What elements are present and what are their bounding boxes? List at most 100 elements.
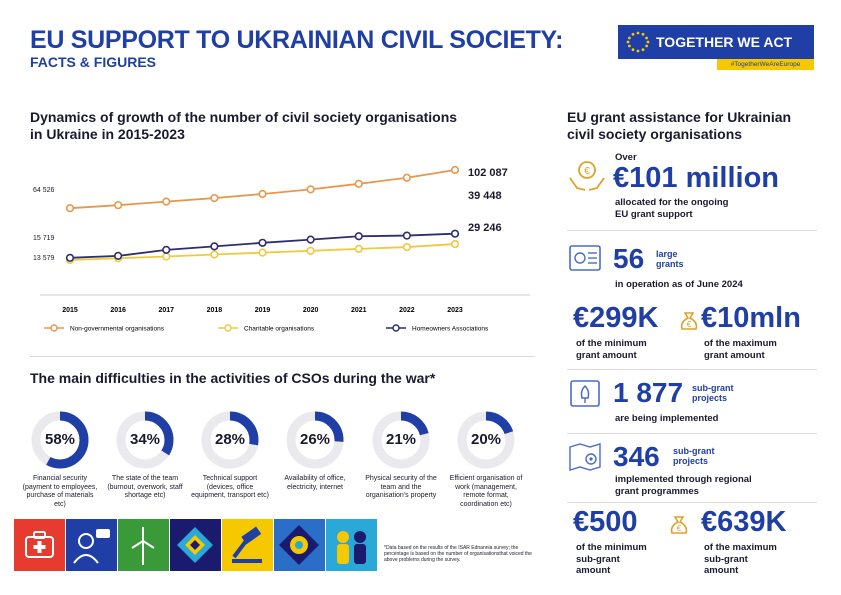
- first-aid-tile: [14, 519, 65, 571]
- data-point: [162, 252, 171, 261]
- max-grant-note-line2: grant amount: [704, 349, 765, 361]
- eu-stars-icon: [626, 31, 650, 53]
- growth-heading: Dynamics of growth of the number of civi…: [30, 109, 457, 143]
- total-amount: €101 million: [613, 162, 780, 194]
- page-subtitle: FACTS & FIGURES: [30, 54, 157, 70]
- min-grant-note-line2: grant amount: [576, 349, 637, 361]
- max-subgrant-note-line2: sub-grant: [704, 553, 748, 565]
- flower-ornament-icon: [279, 525, 319, 565]
- difficulty-percent: 26%: [299, 431, 331, 448]
- data-point: [210, 250, 219, 259]
- donut-chart: [201, 411, 259, 469]
- svg-text:€: €: [687, 320, 692, 329]
- large-grants-unit: large grants: [656, 249, 684, 269]
- max-subgrant-amount: €639K: [701, 506, 787, 538]
- difficulty-percent: 58%: [44, 431, 76, 448]
- ornament-tile: [170, 519, 221, 571]
- growth-heading-line1: Dynamics of growth of the number of civi…: [30, 109, 458, 125]
- growth-heading-line2: in Ukraine in 2015-2023: [30, 126, 185, 142]
- difficulty-donut: 58%: [31, 411, 89, 469]
- survey-footnote: *Data based on the results of the ISAR E…: [384, 545, 532, 563]
- difficulty-donut: 26%: [286, 411, 344, 469]
- svg-text:€: €: [677, 524, 682, 533]
- min-grant-note-line1: of the minimum: [576, 338, 647, 349]
- total-note-line2: EU grant support: [615, 208, 693, 220]
- subgrant-count: 1 877: [613, 377, 684, 408]
- min-subgrant-note-line1: of the minimum: [576, 542, 647, 553]
- data-point: [306, 185, 315, 194]
- regional-note-line1: implemented through regional: [615, 474, 752, 485]
- grants-heading: EU grant assistance for Ukrainian civil …: [567, 109, 791, 143]
- min-grant-note: of the minimum grant amount: [576, 338, 647, 361]
- ngo-end-label: 102 087: [468, 167, 508, 179]
- x-tick-label: 2023: [447, 307, 463, 314]
- min-grant-amount: €299K: [573, 302, 659, 334]
- legend-item: Charitable organisations: [218, 324, 315, 333]
- wind-turbine-tile: [118, 519, 169, 571]
- donut-arc: [286, 411, 344, 469]
- svg-text:€: €: [584, 166, 590, 177]
- together-we-act-badge: TOGETHER WE ACT: [618, 25, 814, 59]
- hashtag: #TogetherWeAreEurope: [717, 59, 814, 70]
- large-grants-unit-line2: grants: [656, 259, 684, 269]
- charitable-start-label: 13 579: [33, 255, 55, 262]
- gavel-icon: [232, 526, 262, 563]
- map-gear-icon: [569, 443, 601, 471]
- document-icon: [569, 245, 601, 271]
- grants-heading-line2: civil society organisations: [567, 126, 743, 142]
- data-point: [354, 232, 363, 241]
- min-subgrant-amount: €500: [573, 506, 638, 538]
- money-bag-icon: €: [680, 312, 698, 330]
- difficulty-percent: 28%: [214, 431, 246, 448]
- max-grant-amount: €10mln: [701, 302, 801, 334]
- coin-hands-icon: €: [569, 161, 605, 191]
- difficulties-heading: The main difficulties in the activities …: [30, 370, 436, 386]
- data-point: [402, 242, 411, 252]
- difficulty-label: Technical support (devices, office equip…: [191, 475, 269, 499]
- wind-turbine-icon: [131, 527, 155, 565]
- donut-arc: [372, 411, 430, 469]
- x-tick-label: 2016: [110, 307, 126, 314]
- donut-arc: [116, 411, 174, 469]
- grants-divider-3: [567, 433, 817, 434]
- large-grants-count: 56: [613, 243, 645, 274]
- x-tick-label: 2017: [158, 307, 174, 314]
- person-speaking-icon: [73, 529, 110, 564]
- data-point: [450, 229, 460, 238]
- donut-arc: [457, 411, 515, 469]
- page-title: EU SUPPORT TO UKRAINIAN CIVIL SOCIETY:: [30, 26, 564, 54]
- donut-arc: [201, 411, 259, 469]
- difficulty-label: Efficient organisation of work (manageme…: [449, 475, 523, 508]
- badge-label: TOGETHER WE ACT: [656, 34, 793, 50]
- data-point: [258, 248, 267, 257]
- data-point: [402, 173, 411, 182]
- chart-series: [65, 165, 460, 265]
- data-point: [450, 165, 460, 175]
- hoa-end-label: 39 448: [468, 190, 502, 202]
- ornament-icon: [177, 527, 213, 563]
- legend-swatch-marker: [224, 324, 232, 332]
- regional-note-line2: grant programmes: [615, 485, 699, 497]
- regional-unit-line1: sub-grant: [673, 446, 715, 456]
- data-point: [65, 204, 75, 213]
- data-point: [450, 239, 460, 249]
- regional-unit: sub-grant projects: [673, 446, 715, 466]
- difficulty-label: The state of the team (burnout, overwork…: [107, 475, 183, 499]
- difficulty-label: Financial security (payment to employees…: [22, 475, 98, 508]
- data-point: [354, 179, 363, 188]
- data-point: [114, 251, 123, 261]
- people-tile: [326, 519, 377, 571]
- donut-chart: [31, 411, 89, 469]
- difficulty-donut: 34%: [116, 411, 174, 469]
- chart-legend: Non-governmental organisations Charitable…: [44, 324, 489, 333]
- donut-chart: [286, 411, 344, 469]
- regional-unit-line2: projects: [673, 456, 709, 466]
- donut-chart: [372, 411, 430, 469]
- x-axis-ticks: 2015 2016 2017 2018 2019 2020 2021 2022 2023: [62, 307, 463, 314]
- donut-chart: [457, 411, 515, 469]
- growth-line-chart: 2015 2016 2017 2018 2019 2020 2021 2022 2023 Non…: [40, 165, 530, 333]
- difficulty-donut: 28%: [201, 411, 259, 469]
- grants-divider-1: [567, 230, 817, 231]
- flower-ornament-tile: [274, 519, 325, 571]
- difficulty-percent: 34%: [129, 431, 161, 448]
